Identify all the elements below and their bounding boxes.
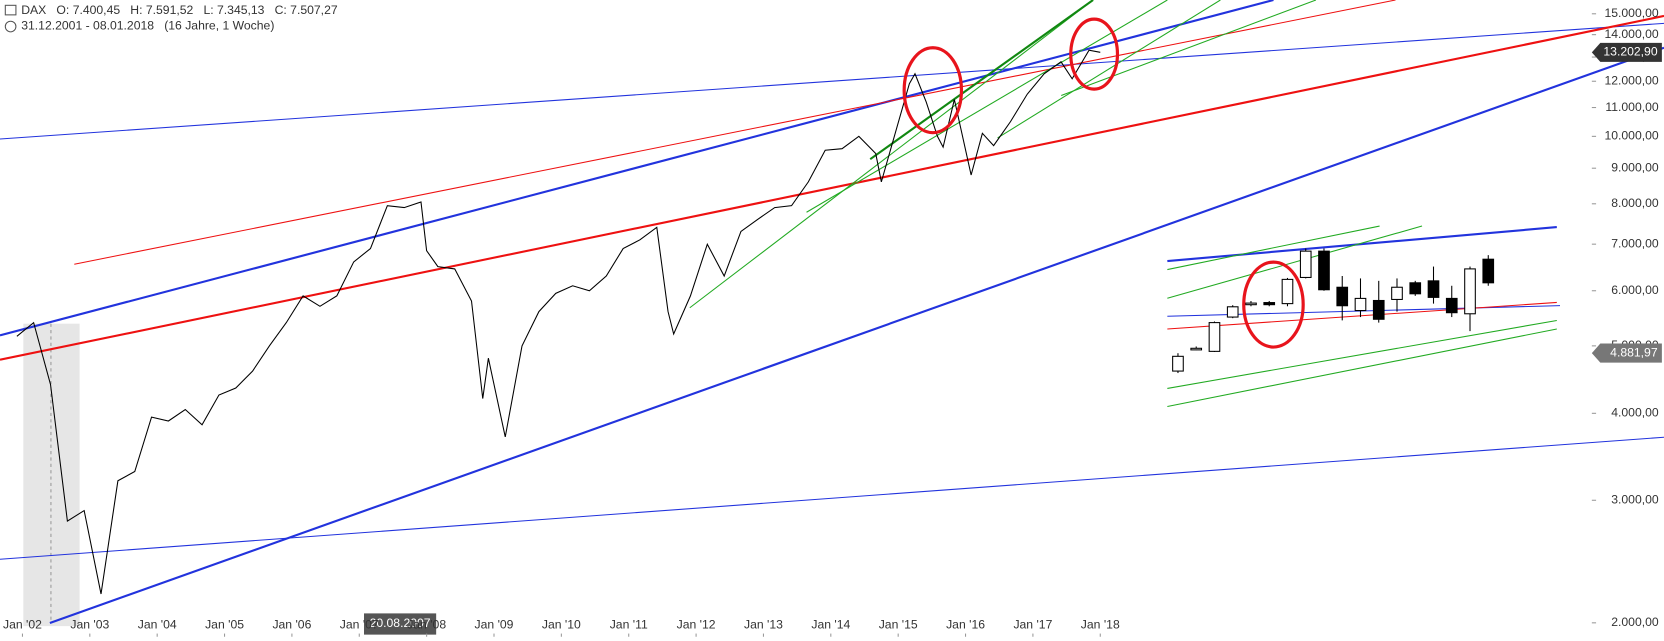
tooltip: 20.08.2007	[370, 616, 431, 630]
trend-line	[0, 436, 1664, 560]
trend-line	[997, 0, 1221, 139]
candle-body	[1391, 286, 1403, 300]
candle-body	[1409, 282, 1422, 295]
x-tick-label: Jan '09	[475, 617, 514, 631]
trend-line	[1061, 0, 1317, 97]
candle-body	[1464, 268, 1476, 315]
candle-body	[1263, 302, 1276, 306]
trend-lines	[0, 0, 1664, 624]
price-tag	[1591, 343, 1662, 363]
chart-icon	[4, 4, 17, 16]
x-tick-label: Jan '07	[340, 617, 379, 631]
candle-body	[1226, 306, 1239, 318]
date-range: 31.12.2001 - 08.01.2018 (16 Jahre, 1 Woc…	[21, 19, 274, 33]
x-tick-label: Jan '11	[610, 617, 648, 631]
x-tick-label: Jan '12	[677, 617, 716, 631]
y-tick-label: 3.000,00	[1611, 492, 1659, 506]
candle-body	[1354, 297, 1367, 312]
x-tick-label: Jan '14	[811, 617, 850, 631]
header-bg	[0, 0, 361, 34]
price-tag-label: 13.202,90	[1603, 45, 1657, 59]
candle-body	[1245, 302, 1257, 306]
highlights	[902, 17, 1305, 349]
trend-line	[0, 14, 1664, 361]
y-tick-label: 8.000,00	[1611, 196, 1659, 210]
candle-body	[1172, 355, 1184, 372]
y-tick-label: 12.000,00	[1604, 73, 1658, 87]
y-tick-label: 4.000,00	[1611, 406, 1659, 420]
inset-line	[1167, 319, 1557, 389]
candle-body	[1299, 250, 1312, 278]
candle-body	[1372, 299, 1385, 320]
x-tick-label: Jan '06	[272, 617, 311, 631]
x-tick-label: Jan '08	[407, 617, 446, 631]
x-tick-label: Jan '02	[3, 617, 42, 631]
candle-body	[1318, 250, 1330, 291]
y-tick-label: 7.000,00	[1611, 236, 1659, 250]
inset-line	[1167, 226, 1557, 263]
y-tick-label: 14.000,00	[1604, 27, 1658, 41]
candle-body	[1482, 258, 1495, 284]
x-tick-label: Jan '04	[138, 617, 177, 631]
candle-body	[1190, 347, 1203, 351]
candle-body	[1427, 280, 1440, 298]
trend-line	[0, 0, 1274, 337]
selection-shade	[23, 323, 80, 627]
clock-icon	[4, 20, 17, 33]
y-tick-label: 9.000,00	[1611, 160, 1659, 174]
trend-line	[0, 22, 1664, 140]
plot	[16, 49, 1495, 595]
inset-line	[1167, 225, 1380, 271]
trend-line	[806, 0, 1168, 213]
x-tick-label: Jan '15	[879, 617, 918, 631]
candle-body	[1445, 297, 1458, 314]
y-tick-label: 15.000,00	[1604, 6, 1658, 20]
x-tick-label: Jan '18	[1081, 617, 1120, 631]
x-tick-label: Jan '13	[744, 617, 783, 631]
y-tick-label: 2.000,00	[1611, 615, 1659, 629]
y-tick-label: 10.000,00	[1604, 129, 1658, 143]
candle-body	[1208, 322, 1221, 352]
price-line	[16, 49, 1101, 595]
inset-line	[1167, 225, 1423, 299]
price-tag	[1591, 42, 1662, 62]
x-tick-label: Jan '03	[70, 617, 109, 631]
y-tick-label: 6.000,00	[1611, 283, 1659, 297]
tooltip-bg	[364, 613, 437, 635]
highlight-circle	[1069, 17, 1120, 91]
header: DAX O: 7.400,45 H: 7.591,52 L: 7.345,13 …	[21, 3, 338, 17]
highlight-circle	[1242, 260, 1305, 349]
highlight-circle	[902, 46, 964, 135]
inset-line	[1167, 328, 1557, 407]
x-tick-label: Jan '10	[542, 617, 581, 631]
trend-line	[869, 0, 1094, 161]
x-tick-label: Jan '16	[946, 617, 985, 631]
trend-line	[74, 0, 1396, 265]
candle-body	[1336, 286, 1349, 307]
trend-line	[49, 46, 1664, 624]
y-tick-label: 11.000,00	[1605, 100, 1659, 114]
inset-line	[1167, 301, 1557, 330]
x-tick-label: Jan '05	[205, 617, 244, 631]
x-tick-label: Jan '17	[1013, 617, 1052, 631]
trend-line	[689, 0, 1094, 309]
price-tag-label: 4.881,97	[1610, 345, 1658, 359]
candle-body	[1281, 278, 1294, 305]
